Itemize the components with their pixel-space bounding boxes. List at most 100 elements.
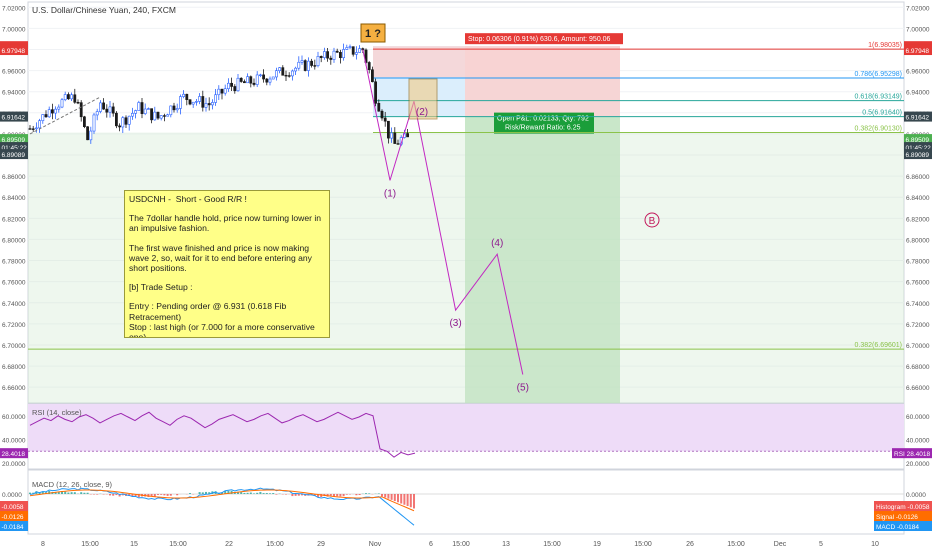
macd-hist-bar (250, 493, 252, 494)
candle-body (205, 103, 207, 107)
macd-hist-bar (202, 492, 204, 494)
right-price-tick: 6.86000 (906, 174, 930, 181)
candle-body (391, 133, 393, 138)
macd-hist-bar (400, 494, 402, 504)
candle-body (336, 51, 338, 52)
macd-hist-bar (365, 493, 367, 494)
candle-body (349, 47, 351, 48)
candle-body (215, 95, 217, 103)
rsi-left-tick: 60.0000 (2, 414, 26, 421)
macd-hist-bar (339, 494, 341, 496)
macd-hist-bar (247, 493, 249, 494)
candle-body (192, 102, 194, 104)
candle-body (90, 131, 92, 140)
candle-body (199, 96, 201, 101)
candle-body (291, 71, 293, 76)
time-tick: 15:00 (543, 541, 561, 548)
candle-body (320, 56, 322, 57)
candle-body (167, 115, 169, 116)
candle-body (115, 113, 117, 126)
wave-label: (2) (416, 107, 428, 118)
candle-body (346, 48, 348, 50)
stop-zone-risk (465, 46, 620, 116)
right-price-tick: 7.02000 (906, 5, 930, 12)
macd-hist-bar (112, 494, 114, 496)
candle-body (189, 100, 191, 104)
time-tick: 10 (871, 541, 879, 548)
note-line: [b] Trade Setup : (129, 282, 325, 292)
macd-hist-bar (64, 492, 66, 494)
candle-body (240, 78, 242, 81)
macd-right-tick: 0.0000 (906, 492, 926, 499)
candle-body (237, 78, 239, 91)
macd-hist-bar (391, 494, 393, 500)
candle-body (157, 112, 159, 118)
candle-body (119, 126, 121, 127)
left-price-tick: 6.70000 (2, 343, 26, 350)
candle-body (253, 83, 255, 84)
candle-body (352, 47, 354, 55)
candle-body (298, 62, 300, 68)
left-price-tick: 7.02000 (2, 5, 26, 12)
macd-right-tag: MACD -0.0184 (876, 524, 919, 531)
box-marker-label: 1 ? (365, 28, 381, 40)
left-price-tag: 6.91642 (2, 115, 26, 122)
right-price-tick: 7.00000 (906, 26, 930, 33)
candle-body (384, 118, 386, 121)
macd-hist-bar (71, 492, 73, 494)
time-tick: 15:00 (634, 541, 652, 548)
candle-body (266, 79, 268, 82)
candle-body (221, 89, 223, 93)
left-price-tick: 6.74000 (2, 301, 26, 308)
candle-body (304, 61, 306, 71)
macd-hist-bar (410, 494, 412, 507)
left-price-tick: 6.82000 (2, 216, 26, 223)
macd-hist-bar (87, 493, 89, 494)
macd-right-tag: Signal -0.0126 (876, 514, 918, 521)
macd-hist-bar (298, 494, 300, 496)
left-price-tick: 6.72000 (2, 322, 26, 329)
right-price-tick: 6.72000 (906, 322, 930, 329)
rsi-right-tag: RSI 28.4018 (894, 451, 931, 458)
right-price-tick: 6.70000 (906, 343, 930, 350)
note-gap (129, 204, 325, 213)
candle-body (99, 103, 101, 112)
candle-body (247, 77, 249, 83)
candle-body (394, 133, 396, 144)
macd-hist-bar (157, 494, 159, 495)
macd-label: MACD (12, 26, close, 9) (32, 480, 113, 489)
candle-body (275, 71, 277, 77)
candle-body (259, 75, 261, 76)
candle-body (250, 77, 252, 84)
right-price-tag: 6.89089 (906, 152, 930, 159)
candle-body (397, 144, 399, 145)
candle-body (327, 52, 329, 59)
candle-body (138, 103, 140, 111)
left-price-tick: 6.76000 (2, 280, 26, 287)
macd-hist-bar (199, 492, 201, 494)
left-price-tick: 6.86000 (2, 174, 26, 181)
candle-body (112, 107, 114, 113)
rsi-band (28, 404, 904, 451)
macd-hist-bar (259, 492, 261, 494)
candle-body (87, 127, 89, 140)
macd-hist-bar (80, 492, 82, 494)
macd-hist-bar (96, 494, 98, 495)
fib-label: 0.5(6.91640) (862, 110, 902, 117)
candle-body (77, 102, 79, 103)
candle-body (48, 110, 50, 117)
macd-hist-bar (109, 494, 111, 495)
macd-hist-bar (167, 494, 169, 496)
time-tick: 5 (819, 541, 823, 548)
macd-hist-bar (355, 494, 357, 495)
candle-body (151, 109, 153, 120)
left-price-tag: 6.89089 (2, 152, 26, 159)
note-gap (129, 292, 325, 301)
time-tick: 15:00 (169, 541, 187, 548)
candle-body (163, 116, 165, 117)
candle-body (183, 94, 185, 96)
trade-idea-note[interactable]: USDCNH - Short - Good R/R !The 7dollar h… (124, 190, 330, 338)
candle-body (74, 95, 76, 103)
macd-hist-bar (275, 494, 277, 495)
